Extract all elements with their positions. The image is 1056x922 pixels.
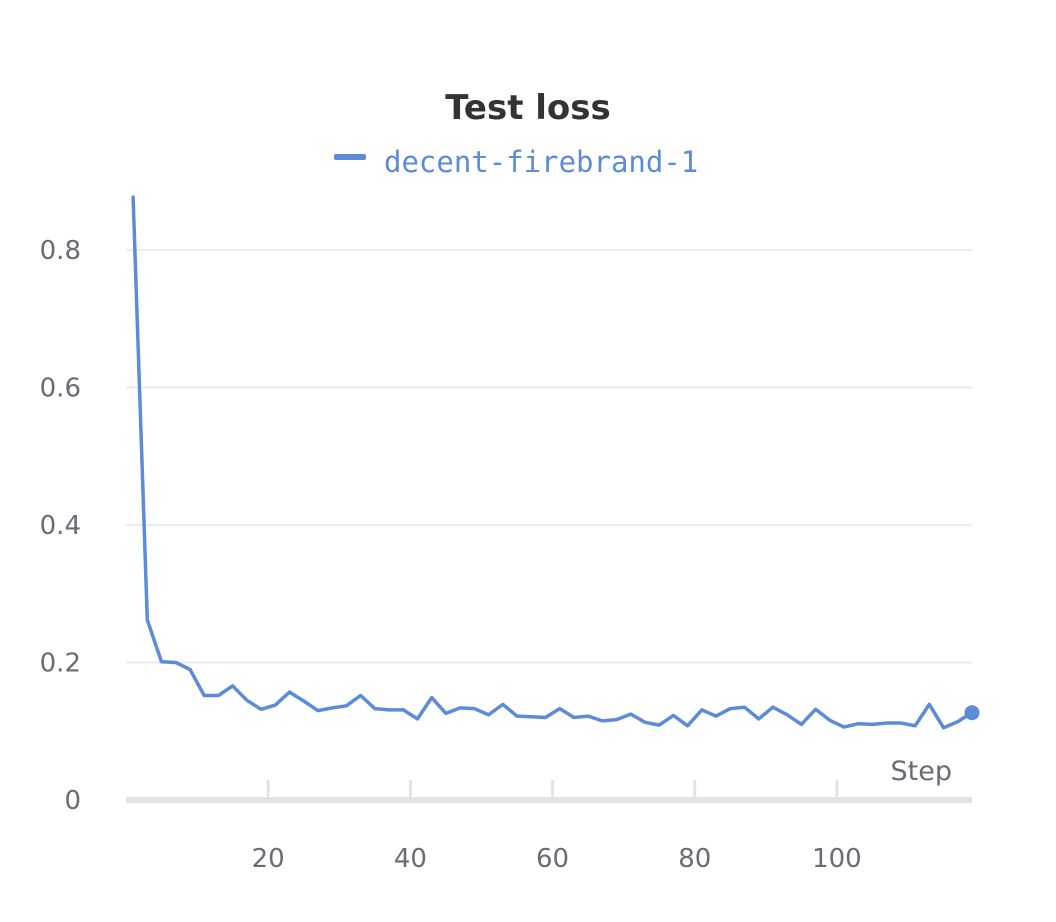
gridlines [126,249,972,664]
y-tick-label: 0 [64,786,81,816]
x-tick-label: 80 [678,844,711,874]
y-axis: 0 0.2 0.4 0.6 0.8 [40,236,81,816]
y-tick-label: 0.6 [40,374,81,404]
x-tick-label: 100 [812,844,862,874]
x-tick-label: 60 [536,844,569,874]
x-tick-label: 20 [252,844,285,874]
legend-label: decent-firebrand-1 [384,145,698,179]
legend[interactable]: decent-firebrand-1 [334,145,698,179]
chart-title: Test loss [445,88,611,128]
y-tick-label: 0.2 [40,649,81,679]
series-line [131,195,974,730]
y-tick-label: 0.8 [40,236,81,266]
x-axis-title: Step [891,756,952,787]
y-tick-label: 0.4 [40,511,81,541]
x-axis-ticks: 20 40 60 80 100 [252,780,862,874]
plot-area[interactable] [131,195,980,730]
legend-swatch [334,154,366,160]
last-point-marker [964,705,980,721]
x-tick-label: 40 [394,844,427,874]
